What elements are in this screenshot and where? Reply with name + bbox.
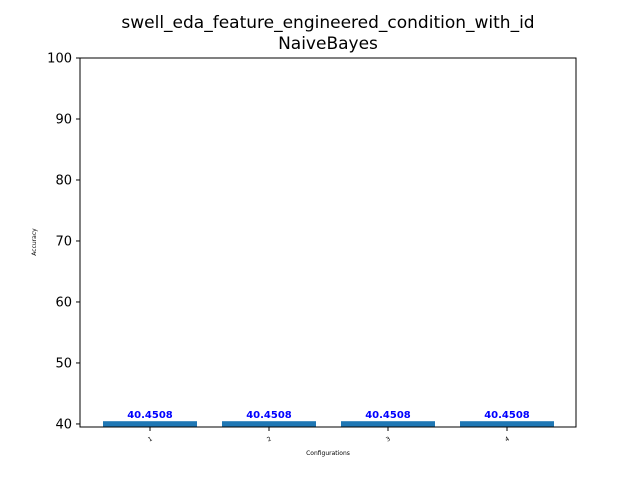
chart-subtitle: NaiveBayes bbox=[278, 34, 378, 54]
data-label: 40.4508 bbox=[246, 410, 292, 421]
bar bbox=[460, 421, 554, 427]
y-tick-label: 100 bbox=[47, 52, 72, 67]
bar bbox=[341, 421, 435, 427]
y-tick-label: 80 bbox=[55, 173, 72, 188]
y-tick-label: 90 bbox=[55, 112, 72, 127]
plot-area: 40 50 60 70 80 90 100 40.4508 1 40.4508 2 40.4508 3 4… bbox=[47, 52, 554, 443]
axes-frame bbox=[79, 57, 577, 428]
data-label: 40.4508 bbox=[365, 410, 411, 421]
chart-title: swell_eda_feature_engineered_condition_w… bbox=[121, 13, 534, 33]
x-tick-label: 4 bbox=[504, 435, 511, 443]
y-tick-label: 50 bbox=[55, 356, 72, 371]
y-tick-label: 60 bbox=[55, 295, 72, 310]
x-axis-label: Configurations bbox=[306, 450, 350, 457]
data-label: 40.4508 bbox=[127, 410, 173, 421]
x-tick-label: 2 bbox=[266, 435, 273, 443]
y-axis-label: Accuracy bbox=[31, 228, 38, 256]
y-tick-label: 70 bbox=[55, 234, 72, 249]
y-tick-label: 40 bbox=[55, 417, 72, 432]
bar bbox=[103, 421, 197, 427]
bar bbox=[222, 421, 316, 427]
data-label: 40.4508 bbox=[484, 410, 530, 421]
x-tick-label: 3 bbox=[385, 435, 392, 443]
x-tick-label: 1 bbox=[147, 435, 154, 443]
